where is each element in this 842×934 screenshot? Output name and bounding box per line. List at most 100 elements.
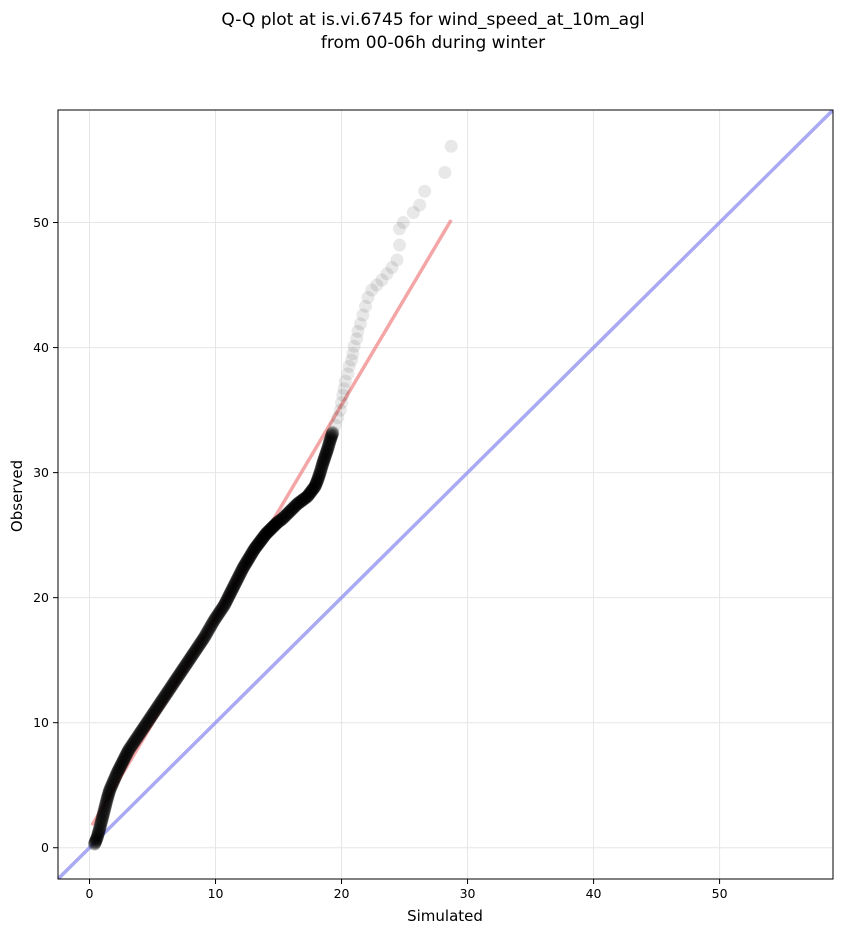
data-point: [290, 498, 304, 512]
chart-title-line1: Q-Q plot at is.vi.6745 for wind_speed_at…: [221, 10, 644, 30]
data-point: [313, 467, 327, 481]
data-point: [304, 484, 318, 498]
data-point: [244, 547, 258, 561]
data-point: [103, 783, 117, 797]
data-point: [174, 666, 188, 680]
points: [88, 139, 458, 851]
data-point: [206, 616, 220, 630]
data-point: [305, 484, 319, 498]
data-point: [138, 719, 152, 733]
data-point: [324, 431, 338, 445]
data-point: [154, 694, 168, 708]
data-point: [323, 435, 337, 449]
data-point: [226, 581, 240, 595]
data-point: [90, 831, 104, 845]
data-point: [122, 743, 136, 757]
data-point: [231, 571, 245, 585]
reference-lines: [58, 110, 833, 879]
data-point: [183, 652, 197, 666]
data-point: [182, 653, 196, 667]
data-point: [114, 758, 128, 772]
data-point: [358, 299, 372, 313]
data-point: [268, 518, 282, 532]
data-point: [155, 693, 169, 707]
data-point: [200, 626, 214, 640]
data-point: [324, 432, 338, 446]
data-point: [148, 703, 162, 717]
data-point: [115, 756, 129, 770]
data-point: [144, 709, 158, 723]
data-point: [292, 496, 306, 510]
data-point: [199, 628, 213, 642]
data-point: [301, 489, 315, 503]
data-point: [346, 347, 360, 361]
data-point: [234, 566, 248, 580]
data-point: [227, 578, 241, 592]
x-axis-ticks: 0 10 20 30 40 50: [86, 879, 728, 901]
data-point: [106, 776, 120, 790]
data-point: [126, 737, 140, 751]
data-point: [307, 481, 321, 495]
data-point: [220, 592, 234, 606]
data-point: [130, 731, 144, 745]
data-point: [202, 622, 216, 636]
data-point: [139, 717, 153, 731]
data-point: [390, 253, 404, 267]
data-point: [235, 563, 249, 577]
data-point: [131, 729, 145, 743]
data-point: [109, 769, 123, 783]
data-point: [96, 807, 110, 821]
x-tick-label: 20: [334, 886, 350, 901]
x-tick-label: 10: [208, 886, 224, 901]
data-point: [172, 668, 186, 682]
data-point: [299, 491, 313, 505]
data-point: [241, 553, 255, 567]
data-point: [189, 643, 203, 657]
data-point: [102, 786, 116, 800]
data-point: [140, 716, 154, 730]
data-point: [236, 561, 250, 575]
data-point: [241, 552, 255, 566]
data-point: [104, 780, 118, 794]
data-point: [117, 753, 131, 767]
data-point: [243, 550, 257, 564]
y-tick-label: 20: [33, 590, 49, 605]
data-point: [207, 613, 221, 627]
data-point: [279, 509, 293, 523]
x-tick-label: 50: [712, 886, 728, 901]
y-tick-label: 30: [33, 465, 49, 480]
data-point: [251, 537, 265, 551]
data-point: [375, 273, 389, 287]
data-point: [258, 528, 272, 542]
data-point: [132, 727, 146, 741]
data-point: [113, 759, 127, 773]
data-point: [112, 762, 126, 776]
data-point: [321, 440, 335, 454]
data-point: [240, 554, 254, 568]
data-point: [97, 805, 111, 819]
data-point: [138, 718, 152, 732]
plot-frame: [57, 109, 834, 880]
data-point: [147, 706, 161, 720]
data-point: [100, 792, 114, 806]
data-point: [187, 646, 201, 660]
data-point: [255, 532, 269, 546]
data-point: [262, 524, 276, 538]
data-point: [206, 615, 220, 629]
data-point: [90, 829, 104, 843]
data-point: [266, 520, 280, 534]
data-point: [380, 267, 394, 281]
data-point: [315, 460, 329, 474]
data-point: [260, 526, 274, 540]
data-point: [165, 678, 179, 692]
data-point: [295, 493, 309, 507]
data-point: [193, 637, 207, 651]
data-point: [280, 507, 294, 521]
data-point: [203, 620, 217, 634]
data-point: [220, 593, 234, 607]
data-point: [393, 238, 407, 252]
data-point: [365, 283, 379, 297]
data-point: [231, 572, 245, 586]
data-point: [116, 754, 130, 768]
data-point: [186, 647, 200, 661]
